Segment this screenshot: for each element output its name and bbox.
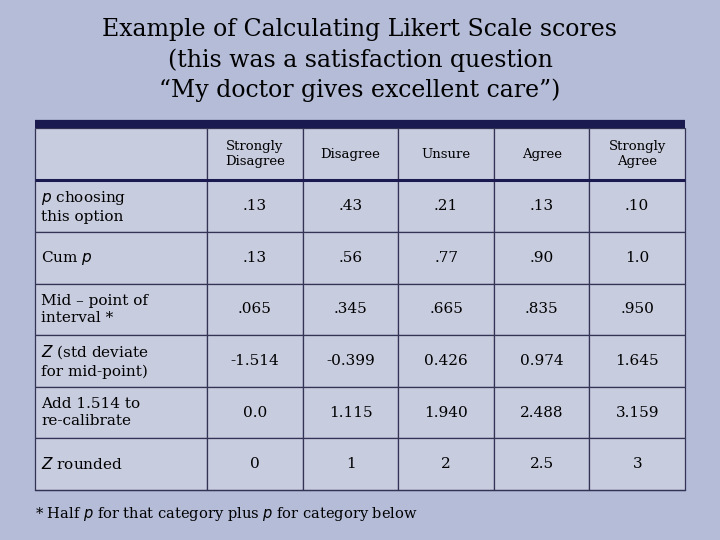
Text: .43: .43 <box>338 199 363 213</box>
Text: .13: .13 <box>530 199 554 213</box>
Bar <box>35 335 207 387</box>
Bar <box>398 335 494 387</box>
Text: Strongly
Agree: Strongly Agree <box>608 140 666 168</box>
Bar <box>494 128 590 180</box>
Text: 1.940: 1.940 <box>424 406 468 420</box>
Bar <box>303 128 398 180</box>
Text: .10: .10 <box>625 199 649 213</box>
Text: * Half $p$ for that category plus $p$ for category below: * Half $p$ for that category plus $p$ fo… <box>35 505 418 523</box>
Text: 1: 1 <box>346 457 356 471</box>
Text: .950: .950 <box>621 302 654 316</box>
Text: Disagree: Disagree <box>320 148 380 161</box>
Text: 2.488: 2.488 <box>520 406 564 420</box>
Bar <box>590 284 685 335</box>
Bar <box>303 232 398 284</box>
Bar <box>398 232 494 284</box>
Bar <box>590 387 685 438</box>
Bar <box>398 284 494 335</box>
Text: 2: 2 <box>441 457 451 471</box>
Text: Example of Calculating Likert Scale scores: Example of Calculating Likert Scale scor… <box>102 18 618 41</box>
Text: .665: .665 <box>429 302 463 316</box>
Bar <box>590 335 685 387</box>
Bar <box>207 232 303 284</box>
Bar <box>494 284 590 335</box>
Text: Mid – point of
interval *: Mid – point of interval * <box>41 294 148 325</box>
Text: .56: .56 <box>338 251 363 265</box>
Text: 0.974: 0.974 <box>520 354 564 368</box>
Bar <box>35 387 207 438</box>
Text: Add 1.514 to
re-calibrate: Add 1.514 to re-calibrate <box>41 397 140 428</box>
Bar <box>303 180 398 232</box>
Bar <box>207 387 303 438</box>
Bar <box>590 180 685 232</box>
Text: .21: .21 <box>434 199 458 213</box>
Bar <box>207 284 303 335</box>
Text: Unsure: Unsure <box>422 148 471 161</box>
Text: .345: .345 <box>333 302 367 316</box>
Bar <box>398 387 494 438</box>
Bar <box>494 387 590 438</box>
Bar <box>590 232 685 284</box>
Text: .13: .13 <box>243 199 267 213</box>
Bar <box>303 387 398 438</box>
Bar <box>303 438 398 490</box>
Text: .835: .835 <box>525 302 559 316</box>
Text: $p$ choosing
this option: $p$ choosing this option <box>41 189 126 224</box>
Bar <box>35 232 207 284</box>
Bar <box>398 128 494 180</box>
Text: $Z$ rounded: $Z$ rounded <box>41 456 123 472</box>
Bar <box>207 438 303 490</box>
Bar <box>35 128 207 180</box>
Text: $Z$ (std deviate
for mid-point): $Z$ (std deviate for mid-point) <box>41 343 149 379</box>
Bar <box>494 180 590 232</box>
Text: Agree: Agree <box>522 148 562 161</box>
Bar <box>35 284 207 335</box>
Text: 0.0: 0.0 <box>243 406 267 420</box>
Text: 3.159: 3.159 <box>616 406 659 420</box>
Bar <box>35 438 207 490</box>
Bar <box>207 335 303 387</box>
Text: 1.645: 1.645 <box>616 354 659 368</box>
Bar <box>494 335 590 387</box>
Text: 3: 3 <box>632 457 642 471</box>
Bar <box>207 180 303 232</box>
Text: 1.0: 1.0 <box>625 251 649 265</box>
Text: Strongly
Disagree: Strongly Disagree <box>225 140 285 168</box>
Text: 0: 0 <box>250 457 260 471</box>
Bar <box>303 284 398 335</box>
Text: 0.426: 0.426 <box>424 354 468 368</box>
Bar <box>494 438 590 490</box>
Text: Cum $p$: Cum $p$ <box>41 249 93 267</box>
Text: .90: .90 <box>529 251 554 265</box>
Text: “My doctor gives excellent care”): “My doctor gives excellent care”) <box>159 78 561 102</box>
Bar <box>35 180 207 232</box>
Text: .77: .77 <box>434 251 458 265</box>
Text: -0.399: -0.399 <box>326 354 375 368</box>
Text: 2.5: 2.5 <box>530 457 554 471</box>
Bar <box>398 180 494 232</box>
Text: .13: .13 <box>243 251 267 265</box>
Text: .065: .065 <box>238 302 272 316</box>
Bar <box>303 335 398 387</box>
Bar <box>494 232 590 284</box>
Bar <box>590 128 685 180</box>
Bar <box>207 128 303 180</box>
Text: (this was a satisfaction question: (this was a satisfaction question <box>168 48 552 71</box>
Text: -1.514: -1.514 <box>230 354 279 368</box>
Bar <box>590 438 685 490</box>
Text: 1.115: 1.115 <box>329 406 372 420</box>
Bar <box>398 438 494 490</box>
